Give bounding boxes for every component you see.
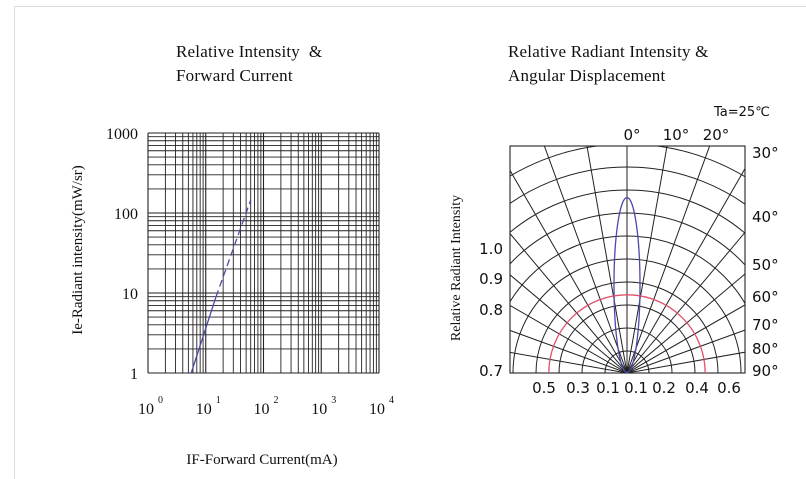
left-scale-label: 0.9 — [479, 270, 503, 288]
right-chart-grid — [509, 145, 746, 374]
polar-radial — [626, 304, 745, 373]
bottom-scale-label: 0.3 — [566, 379, 590, 397]
left-chart-x-ticks: 10 0 10 1 10 2 10 3 10 4 — [138, 395, 394, 418]
polar-radial — [510, 329, 628, 373]
left-scale-label: 0.7 — [479, 362, 503, 380]
bottom-scale-label: 0.5 — [532, 379, 556, 397]
right-chart-labels: 0° 10° 20° 30° 40° 50° 60° 70° 80° 90° 1.0 0.9 0.8 0.… — [479, 126, 778, 397]
x-tick-label: 10 — [196, 401, 212, 418]
polar-radial — [626, 273, 745, 373]
left-chart-title: Relative Intensity & Forward Current — [176, 40, 322, 88]
right-angle-label: 80° — [752, 340, 779, 358]
right-angle-label: 70° — [752, 316, 779, 334]
left-chart-y-ticks: 1 10 100 1000 — [106, 126, 138, 383]
polar-radial — [626, 146, 668, 373]
y-tick-label: 1 — [130, 366, 138, 383]
left-title-line-2: Forward Current — [176, 66, 293, 85]
bottom-scale-label: 0.1 — [624, 379, 648, 397]
right-chart-series — [548, 196, 706, 373]
polar-radial — [543, 146, 628, 373]
condition-label: Ta=25℃ — [713, 105, 770, 120]
x-tick-exponent: 3 — [331, 395, 336, 406]
right-angle-label: 90° — [752, 362, 779, 380]
solid-series-line — [190, 296, 217, 374]
right-chart-y-label: Relative Radiant Intensity — [449, 195, 464, 341]
y-tick-label: 10 — [122, 286, 138, 303]
left-chart-x-label: IF-Forward Current(mA) — [186, 452, 337, 468]
x-tick-exponent: 0 — [158, 395, 163, 406]
top-angle-label: 20° — [703, 126, 730, 144]
x-tick-label: 10 — [138, 401, 154, 418]
right-angle-label: 40° — [752, 208, 779, 226]
y-tick-label: 1000 — [106, 126, 138, 143]
right-title-line-2: Angular Displacement — [508, 66, 666, 85]
bottom-scale-label: 0.6 — [717, 379, 741, 397]
polar-radial — [626, 167, 745, 373]
bottom-scale-label: 0.4 — [685, 379, 709, 397]
right-angle-label: 50° — [752, 256, 779, 274]
x-tick-exponent: 2 — [274, 395, 279, 406]
dashed-series-line — [215, 199, 252, 298]
polar-radial — [626, 351, 745, 373]
polar-radial — [586, 146, 628, 373]
right-angle-label: 30° — [752, 144, 779, 162]
x-tick-label: 10 — [311, 401, 327, 418]
frame-left-border — [14, 6, 15, 479]
left-chart-y-label: Ie-Radiant intensity(mW/sr) — [70, 165, 86, 335]
polar-radial — [510, 351, 628, 373]
bottom-scale-label: 0.1 — [596, 379, 620, 397]
right-title-line-1: Relative Radiant Intensity & — [508, 42, 709, 61]
polar-radial — [626, 146, 711, 373]
polar-radial — [626, 231, 745, 373]
polar-series-clip — [548, 196, 706, 373]
polar-radial — [510, 232, 628, 373]
x-tick-label: 10 — [369, 401, 385, 418]
left-chart-grid — [147, 132, 380, 374]
top-angle-label: 0° — [623, 126, 640, 144]
polar-radial — [626, 329, 745, 373]
beam-lobe — [613, 196, 641, 373]
polar-grid-clip — [510, 146, 745, 373]
left-scale-label: 1.0 — [479, 240, 503, 258]
x-tick-exponent: 1 — [216, 395, 221, 406]
bottom-scale-label: 0.2 — [652, 379, 676, 397]
left-scale-label: 0.8 — [479, 301, 503, 319]
y-tick-label: 100 — [114, 206, 138, 223]
x-tick-exponent: 4 — [389, 395, 394, 406]
left-chart-series — [190, 199, 252, 374]
right-angle-label: 60° — [752, 288, 779, 306]
polar-radial — [510, 304, 628, 373]
left-title-line-1: Relative Intensity & — [176, 42, 323, 61]
polar-radial — [510, 169, 628, 373]
reference-circle-arc — [548, 294, 706, 373]
right-chart-title: Relative Radiant Intensity & Angular Dis… — [508, 40, 709, 88]
frame-top-border — [14, 6, 806, 7]
polar-radial — [510, 274, 628, 373]
top-angle-label: 10° — [663, 126, 690, 144]
x-tick-label: 10 — [254, 401, 270, 418]
